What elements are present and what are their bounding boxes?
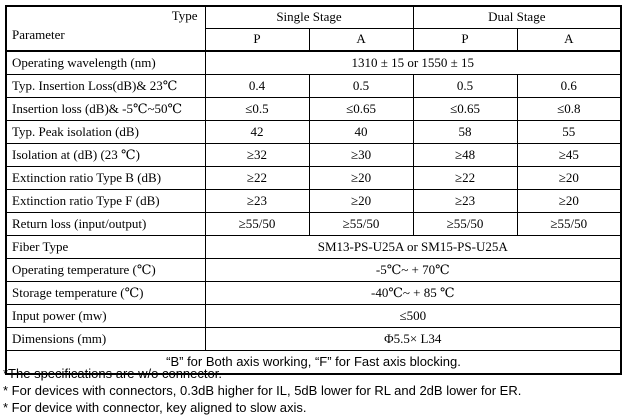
value-cell: ≤0.8 bbox=[516, 97, 622, 121]
row-label: Dimensions (mm) bbox=[5, 327, 206, 351]
value-cell: ≥23 bbox=[204, 189, 310, 213]
row-label: Storage temperature (℃) bbox=[5, 281, 206, 305]
subcolumn-single-a: A bbox=[308, 28, 414, 52]
value-cell: 42 bbox=[204, 120, 310, 144]
table-row-dimensions: Dimensions (mm) Φ5.5× L34 bbox=[5, 327, 622, 351]
value-cell: ≥22 bbox=[204, 166, 310, 190]
table-row-insertion-loss: Insertion loss (dB)& -5℃~50℃ ≤0.5 ≤0.65 … bbox=[5, 97, 622, 121]
row-label: Fiber Type bbox=[5, 235, 206, 259]
row-label: Input power (mw) bbox=[5, 304, 206, 328]
spec-table: Type Parameter Single Stage Dual Stage P… bbox=[5, 5, 623, 375]
span-value-cell: -5℃~ + 70℃ bbox=[204, 258, 622, 282]
row-label: Operating temperature (℃) bbox=[5, 258, 206, 282]
subcolumn-dual-p: P bbox=[412, 28, 518, 52]
group-header-dual-stage: Dual Stage bbox=[412, 5, 622, 29]
value-cell: ≤0.65 bbox=[308, 97, 414, 121]
table-footnote-row: “B” for Both axis working, “F” for Fast … bbox=[5, 350, 622, 375]
corner-header-cell: Type Parameter bbox=[5, 5, 206, 52]
value-cell: ≥55/50 bbox=[204, 212, 310, 236]
table-row-input-power: Input power (mw) ≤500 bbox=[5, 304, 622, 328]
span-value-cell: ≤500 bbox=[204, 304, 622, 328]
value-cell: ≤0.65 bbox=[412, 97, 518, 121]
row-label: Operating wavelength (nm) bbox=[5, 50, 206, 75]
row-label: Extinction ratio Type F (dB) bbox=[5, 189, 206, 213]
value-cell: ≥30 bbox=[308, 143, 414, 167]
value-cell: ≥55/50 bbox=[412, 212, 518, 236]
value-cell: ≥55/50 bbox=[516, 212, 622, 236]
header-row-subcolumns: P A P A bbox=[6, 28, 622, 52]
table-row-operating-temperature: Operating temperature (℃) -5℃~ + 70℃ bbox=[5, 258, 622, 282]
value-cell: ≥45 bbox=[516, 143, 622, 167]
value-cell: 0.6 bbox=[516, 74, 622, 98]
value-cell: ≥55/50 bbox=[308, 212, 414, 236]
row-label: Isolation at (dB) (23 ℃) bbox=[5, 143, 206, 167]
subcolumn-dual-a: A bbox=[516, 28, 622, 52]
value-cell: ≥22 bbox=[412, 166, 518, 190]
value-cell: ≥20 bbox=[516, 189, 622, 213]
subcolumn-single-p: P bbox=[204, 28, 310, 52]
note-line-2: * For devices with connectors, 0.3dB hig… bbox=[3, 383, 522, 398]
row-label: Extinction ratio Type B (dB) bbox=[5, 166, 206, 190]
table-row-typ-insertion-loss: Typ. Insertion Loss(dB)& 23℃ 0.4 0.5 0.5… bbox=[5, 74, 622, 98]
parameter-header-label: Parameter bbox=[12, 27, 65, 42]
value-cell: 0.5 bbox=[308, 74, 414, 98]
table-row-typ-peak-isolation: Typ. Peak isolation (dB) 42 40 58 55 bbox=[5, 120, 622, 144]
row-label: Typ. Peak isolation (dB) bbox=[5, 120, 206, 144]
value-cell: ≥20 bbox=[516, 166, 622, 190]
table-row-extinction-ratio-f: Extinction ratio Type F (dB) ≥23 ≥20 ≥23… bbox=[5, 189, 622, 213]
value-cell: ≥20 bbox=[308, 189, 414, 213]
row-label: Return loss (input/output) bbox=[5, 212, 206, 236]
notes: *The specifications are w/o connector. *… bbox=[3, 365, 623, 416]
row-label: Insertion loss (dB)& -5℃~50℃ bbox=[5, 97, 206, 121]
value-cell: ≤0.5 bbox=[204, 97, 310, 121]
value-cell: ≥20 bbox=[308, 166, 414, 190]
type-header-label: Type bbox=[171, 8, 198, 23]
table-row-return-loss: Return loss (input/output) ≥55/50 ≥55/50… bbox=[5, 212, 622, 236]
table-footnote: “B” for Both axis working, “F” for Fast … bbox=[5, 350, 622, 375]
value-cell: ≥23 bbox=[412, 189, 518, 213]
value-cell: ≥48 bbox=[412, 143, 518, 167]
header-row-groups: Type Parameter Single Stage Dual Stage bbox=[5, 5, 622, 52]
note-line-3: * For device with connector, key aligned… bbox=[3, 400, 307, 415]
table-row-fiber-type: Fiber Type SM13-PS-U25A or SM15-PS-U25A bbox=[5, 235, 622, 259]
table-row-isolation-at: Isolation at (dB) (23 ℃) ≥32 ≥30 ≥48 ≥45 bbox=[5, 143, 622, 167]
value-cell: ≥32 bbox=[204, 143, 310, 167]
row-label: Typ. Insertion Loss(dB)& 23℃ bbox=[5, 74, 206, 98]
span-value-cell: SM13-PS-U25A or SM15-PS-U25A bbox=[204, 235, 622, 259]
table-row-storage-temperature: Storage temperature (℃) -40℃~ + 85 ℃ bbox=[5, 281, 622, 305]
value-cell: 0.5 bbox=[412, 74, 518, 98]
span-value-cell: -40℃~ + 85 ℃ bbox=[204, 281, 622, 305]
value-cell: 0.4 bbox=[204, 74, 310, 98]
table-row-operating-wavelength: Operating wavelength (nm) 1310 ± 15 or 1… bbox=[5, 50, 622, 75]
group-header-single-stage: Single Stage bbox=[204, 5, 414, 29]
span-value-cell: Φ5.5× L34 bbox=[204, 327, 622, 351]
span-value-cell: 1310 ± 15 or 1550 ± 15 bbox=[204, 50, 622, 75]
value-cell: 40 bbox=[308, 120, 414, 144]
table-row-extinction-ratio-b: Extinction ratio Type B (dB) ≥22 ≥20 ≥22… bbox=[5, 166, 622, 190]
note-line-1: *The specifications are w/o connector. bbox=[3, 366, 222, 381]
value-cell: 58 bbox=[412, 120, 518, 144]
value-cell: 55 bbox=[516, 120, 622, 144]
